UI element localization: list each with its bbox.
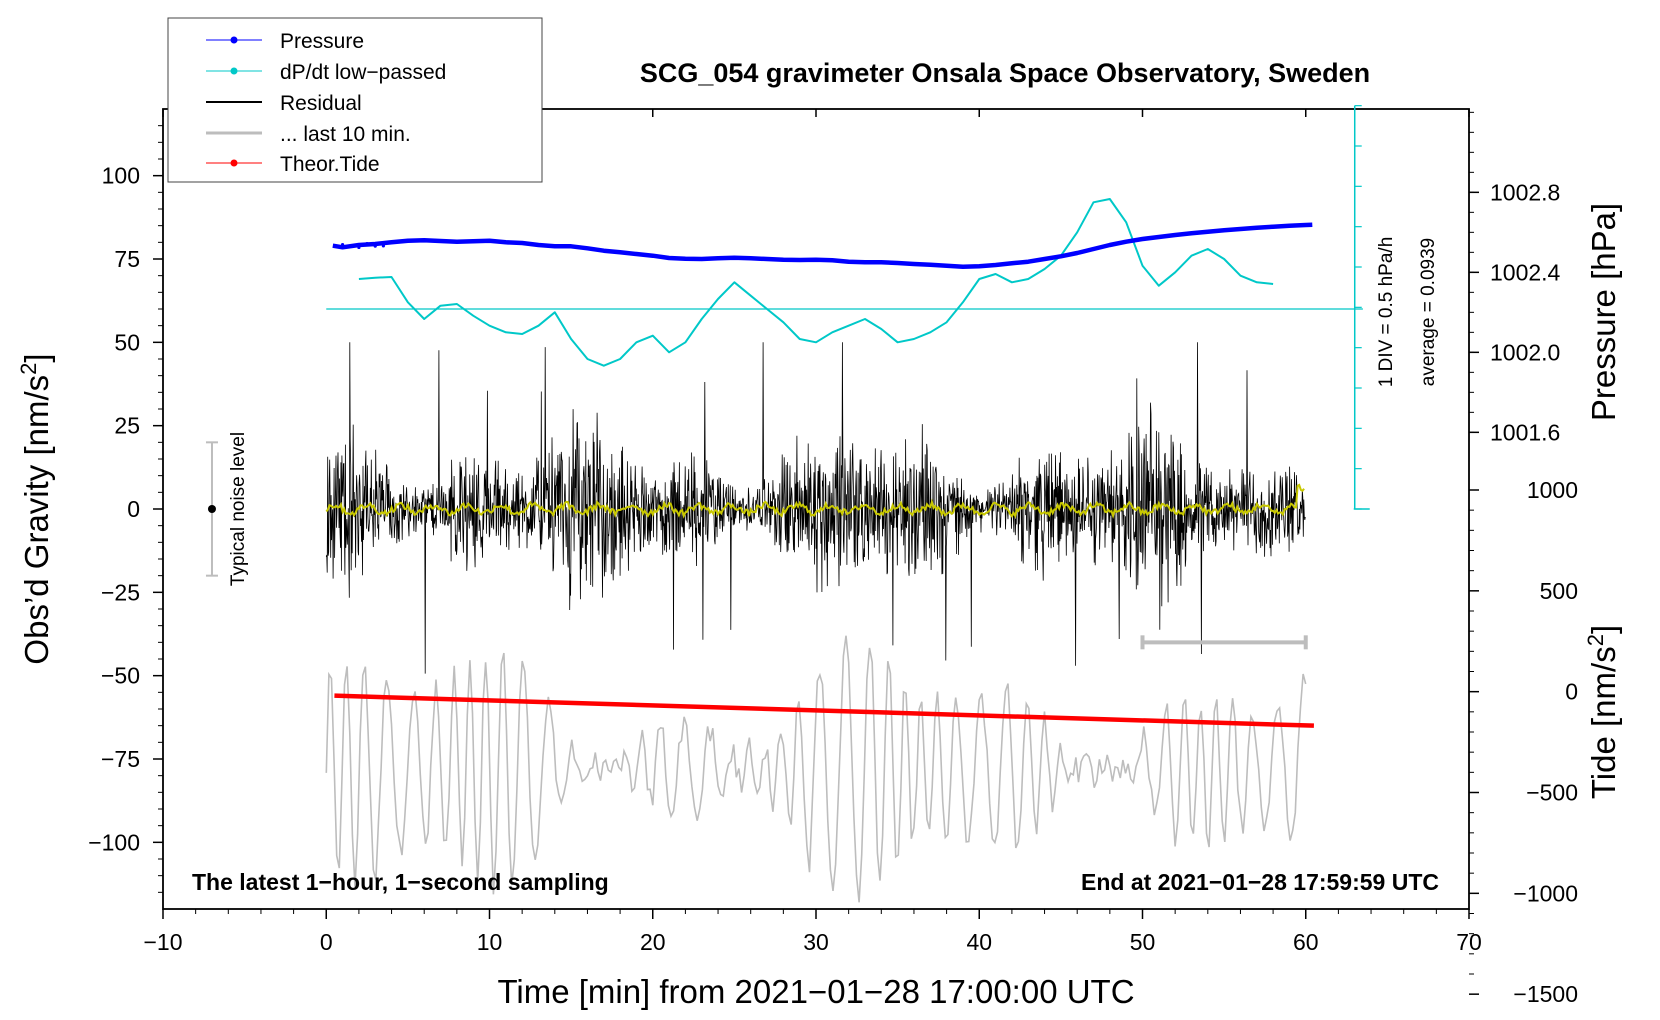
noise-level-label: Typical noise level xyxy=(228,432,249,586)
legend-item-residual: Residual xyxy=(206,92,362,115)
y-tick-label: 0 xyxy=(127,496,140,522)
legend-marker-dpdt xyxy=(230,67,238,75)
pressure-tick-label: 1002.4 xyxy=(1490,259,1561,285)
tide-tick-label: −500 xyxy=(1526,780,1578,806)
legend-label-pressure: Pressure xyxy=(280,30,364,53)
legend-item-last10: ... last 10 min. xyxy=(206,123,411,146)
dpdt-curve xyxy=(358,198,1274,367)
y-tick-label: 50 xyxy=(114,329,140,355)
y-tick-label: −75 xyxy=(101,746,140,772)
series-layer xyxy=(205,105,1370,728)
y-tick-label: −50 xyxy=(101,663,140,689)
tide-tick-label: 500 xyxy=(1540,578,1578,604)
tide-curve xyxy=(334,693,1314,728)
residual-trace xyxy=(325,342,1306,674)
x-tick-label: −10 xyxy=(143,929,182,955)
x-tick-label: 50 xyxy=(1130,929,1156,955)
pressure-marker xyxy=(373,244,377,248)
x-axis-title: Time [min] from 2021−01−28 17:00:00 UTC xyxy=(497,973,1134,1010)
chart-title: SCG_054 gravimeter Onsala Space Observat… xyxy=(640,58,1370,88)
residual-layer xyxy=(325,342,1306,674)
x-tick-label: 0 xyxy=(320,929,333,955)
y-axis-title-tide: Tide [nm/s2] xyxy=(1583,625,1622,799)
legend-label-dpdt: dP/dt low−passed xyxy=(280,61,446,84)
tide-tick-label: 1000 xyxy=(1527,477,1578,503)
legend-box xyxy=(167,17,543,183)
x-tick-label: 10 xyxy=(477,929,503,955)
y-axis-title-pressure: Pressure [hPa] xyxy=(1585,203,1622,421)
legend-marker-pressure xyxy=(230,36,238,44)
dpdt-scale-label: 1 DIV = 0.5 hPa/h xyxy=(1376,237,1397,388)
pressure-marker xyxy=(381,244,385,248)
legend: Pressure dP/dt low−passed Residual ... l… xyxy=(167,17,543,183)
legend-label-last10: ... last 10 min. xyxy=(280,123,411,146)
legend-label-tide: Theor.Tide xyxy=(280,153,380,176)
y-tick-label: −25 xyxy=(101,579,140,605)
y-tick-label: 75 xyxy=(114,246,140,272)
pressure-marker xyxy=(349,244,353,248)
pressure-tick-label: 1001.6 xyxy=(1490,419,1560,445)
tide-tick-label: −1500 xyxy=(1513,981,1578,1007)
legend-item-tide: Theor.Tide xyxy=(206,153,380,176)
dpdt-average-label: average = 0.0939 xyxy=(1418,238,1439,386)
y-tick-label: 100 xyxy=(102,163,140,189)
x-tick-label: 70 xyxy=(1456,929,1482,955)
x-tick-label: 20 xyxy=(640,929,666,955)
legend-label-residual: Residual xyxy=(280,92,362,115)
legend-item-dpdt: dP/dt low−passed xyxy=(206,61,446,84)
pressure-marker xyxy=(365,241,369,246)
pressure-curve xyxy=(332,222,1313,269)
end-time-note: End at 2021−01−28 17:59:59 UTC xyxy=(1081,869,1439,895)
noise-bar-center xyxy=(207,505,216,513)
residual-lowpass-layer xyxy=(325,483,1305,519)
tide-tick-label: 0 xyxy=(1565,679,1578,705)
pressure-marker xyxy=(357,245,361,250)
pressure-tick-label: 1002.0 xyxy=(1490,339,1560,365)
tide-tick-label: −1000 xyxy=(1513,880,1578,906)
ticks-layer: −10 0 10 20 30 40 50 60 701007550250−25−50−75−10… xyxy=(88,109,1578,1007)
y-axis-title-gravity: Obs’d Gravity [nm/s2] xyxy=(16,353,55,664)
y-tick-label: −100 xyxy=(88,829,140,855)
y-tick-label: 25 xyxy=(114,413,140,439)
pressure-marker xyxy=(340,242,345,247)
legend-marker-tide xyxy=(230,159,238,167)
x-tick-label: 40 xyxy=(966,929,992,955)
legend-item-pressure: Pressure xyxy=(206,30,364,53)
x-tick-label: 30 xyxy=(803,929,829,955)
latest-hour-note: The latest 1−hour, 1−second sampling xyxy=(192,869,609,895)
pressure-tick-label: 1002.8 xyxy=(1490,179,1560,205)
x-tick-label: 60 xyxy=(1293,929,1319,955)
residual-lowpass-trace xyxy=(325,483,1305,519)
